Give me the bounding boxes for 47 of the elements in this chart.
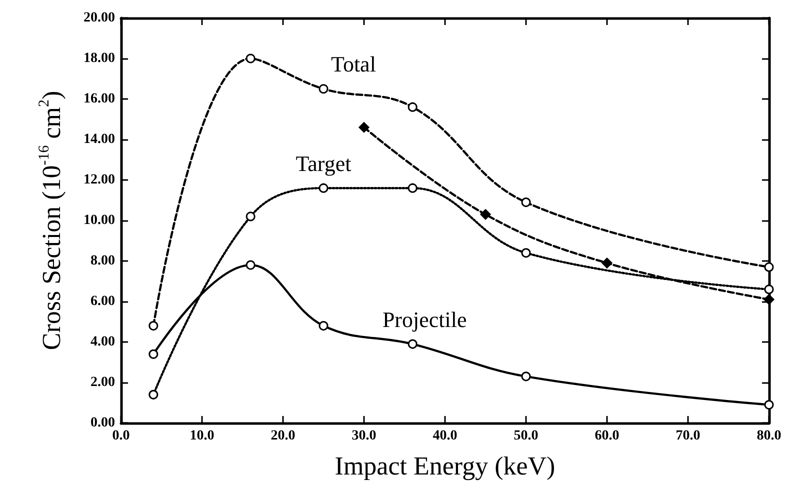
y-tick-label: 2.00 <box>90 375 115 390</box>
point <box>764 294 774 305</box>
x-tick-label: 70.0 <box>676 428 700 444</box>
y-axis-title: Cross Section (10-16 cm2) <box>36 90 66 350</box>
point <box>521 372 531 382</box>
y-tick-label: 6.00 <box>90 294 115 309</box>
x-tick-label: 30.0 <box>352 428 376 444</box>
series-label: Target <box>296 150 352 176</box>
y-tick-label: 10.00 <box>84 213 115 228</box>
point <box>148 349 158 359</box>
x-tick-label: 50.0 <box>514 428 538 444</box>
y-tick-label: 4.00 <box>90 334 115 350</box>
point <box>408 339 418 349</box>
y-tick-label: 8.00 <box>90 254 115 268</box>
point <box>764 262 774 272</box>
y-tick-label: 0.00 <box>90 416 115 430</box>
y-tick-label: 16.00 <box>84 92 115 106</box>
series-label: Total <box>331 52 376 77</box>
x-tick-label: 20.0 <box>270 428 296 444</box>
x-tick-label: 0.0 <box>112 428 130 444</box>
point <box>408 102 418 112</box>
series-label: Projectile <box>382 306 467 332</box>
point <box>521 248 531 258</box>
x-tick-label: 60.0 <box>594 428 620 444</box>
y-tick-label: 14.00 <box>84 132 115 147</box>
x-tick-label: 40.0 <box>432 428 458 444</box>
x-tick-label: 80.0 <box>756 428 782 444</box>
point <box>521 198 531 208</box>
point <box>318 183 328 193</box>
x-tick-label: 10.0 <box>190 428 214 444</box>
point <box>408 183 418 193</box>
point <box>318 321 328 331</box>
point <box>764 400 774 410</box>
point <box>148 321 158 331</box>
point <box>358 122 370 133</box>
point <box>318 84 328 94</box>
y-tick-label: 20.00 <box>84 10 115 26</box>
point <box>246 212 256 222</box>
y-tick-label: 12.00 <box>84 172 115 188</box>
point <box>480 209 491 220</box>
point <box>764 284 774 294</box>
x-axis-title: Impact Energy (keV) <box>334 452 556 480</box>
point <box>602 258 612 268</box>
point <box>246 260 256 270</box>
point <box>246 54 256 64</box>
y-tick-label: 18.00 <box>84 51 115 66</box>
point <box>148 390 158 400</box>
